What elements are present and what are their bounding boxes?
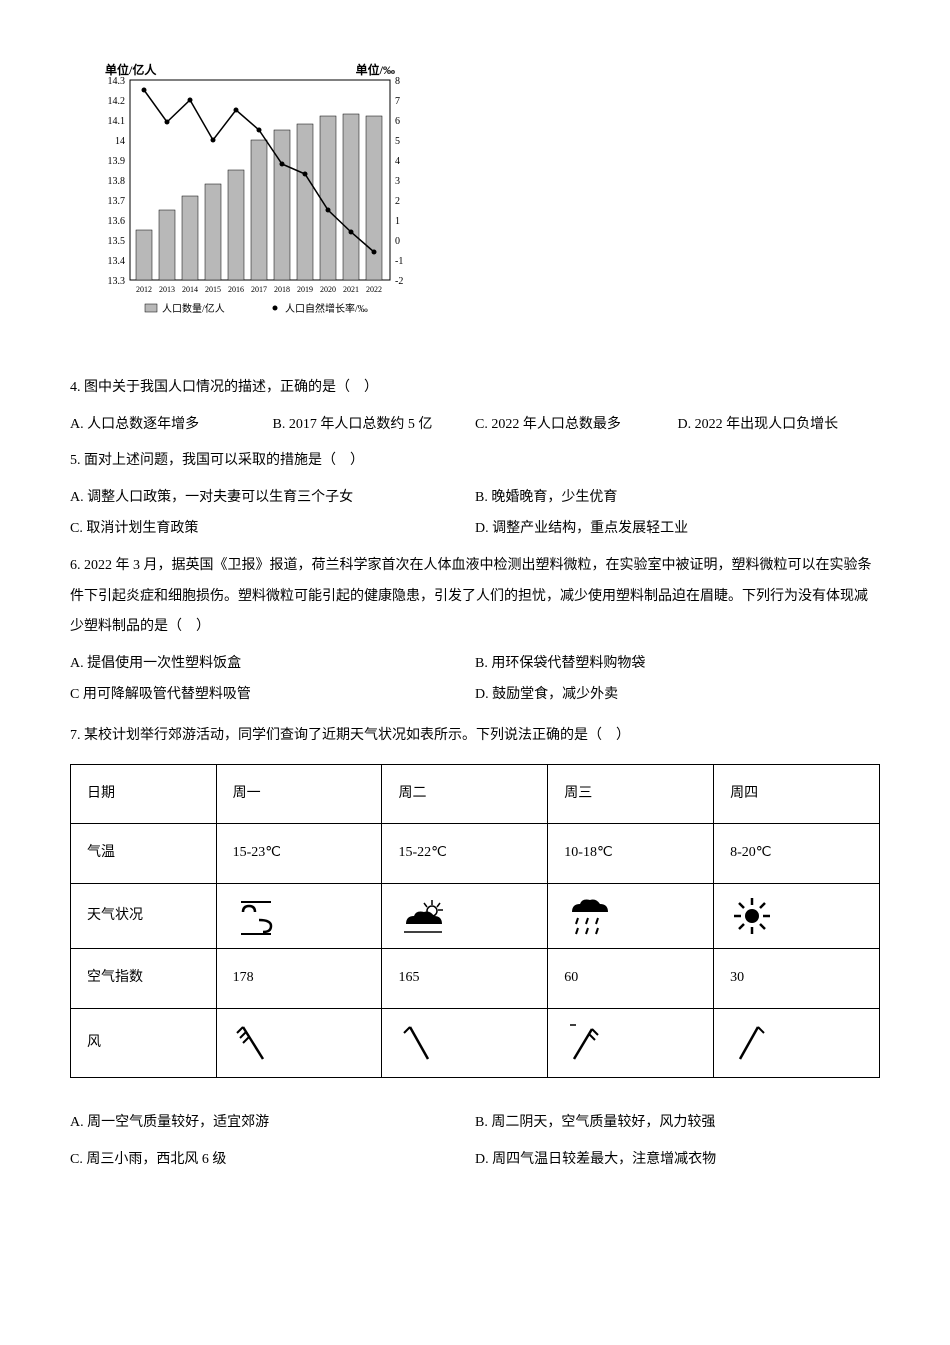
- cell-temp-thu: 8-20℃: [714, 824, 880, 884]
- wind-nw-light-icon: [714, 1008, 880, 1077]
- cell-temp-h: 气温: [71, 824, 217, 884]
- table-row: 气温 15-23℃ 15-22℃ 10-18℃ 8-20℃: [71, 824, 880, 884]
- q7-C: C. 周三小雨，西北风 6 级: [70, 1145, 475, 1176]
- q5-C: C. 取消计划生育政策: [70, 514, 475, 545]
- table-row: 天气状况: [71, 884, 880, 949]
- svg-text:13.4: 13.4: [108, 256, 126, 267]
- svg-text:13.6: 13.6: [108, 216, 126, 227]
- svg-text:2016: 2016: [228, 285, 244, 294]
- svg-text:2020: 2020: [320, 285, 336, 294]
- svg-text:8: 8: [395, 76, 400, 87]
- cell-temp-wed: 10-18℃: [548, 824, 714, 884]
- population-chart: 单位/亿人 单位/‰ 14.314.214.1 1413.913.8 13.71…: [70, 60, 430, 330]
- q7-A: A. 周一空气质量较好，适宜郊游: [70, 1108, 475, 1139]
- svg-text:人口数量/亿人: 人口数量/亿人: [162, 302, 225, 315]
- svg-text:13.3: 13.3: [108, 276, 126, 287]
- q4-options: A. 人口总数逐年增多 B. 2017 年人口总数约 5 亿 C. 2022 年…: [70, 410, 880, 441]
- svg-text:人口自然增长率/‰: 人口自然增长率/‰: [285, 302, 368, 315]
- q4-D: D. 2022 年出现人口负增长: [678, 410, 881, 441]
- rain-icon: [548, 884, 714, 949]
- q5-options: A. 调整人口政策，一对夫妻可以生育三个子女 B. 晚婚晚育，少生优育 C. 取…: [70, 483, 880, 545]
- x-labels: 2012 2013 2014 2015 2016 2017 2018 2019 2020 2…: [136, 285, 382, 294]
- svg-text:14.2: 14.2: [108, 96, 126, 107]
- cell-date-h: 日期: [71, 764, 217, 824]
- svg-text:6: 6: [395, 116, 400, 127]
- q6-C: C 用可降解吸管代替塑料吸管: [70, 680, 475, 711]
- cell-aqi-h: 空气指数: [71, 949, 217, 1009]
- q7-B: B. 周二阴天，空气质量较好，风力较强: [475, 1108, 880, 1139]
- table-row: 日期 周一 周二 周三 周四: [71, 764, 880, 824]
- cell-wed: 周三: [548, 764, 714, 824]
- cell-thu: 周四: [714, 764, 880, 824]
- q6-D: D. 鼓励堂食，减少外卖: [475, 680, 880, 711]
- cell-aqi-tue: 165: [382, 949, 548, 1009]
- right-axis-label: 单位/‰: [356, 62, 395, 77]
- population-chart-container: 单位/亿人 单位/‰ 14.314.214.1 1413.913.8 13.71…: [70, 60, 880, 343]
- weather-table: 日期 周一 周二 周三 周四 气温 15-23℃ 15-22℃ 10-18℃ 8…: [70, 764, 880, 1078]
- q4-text: 4. 图中关于我国人口情况的描述，正确的是（ ）: [70, 373, 880, 404]
- svg-text:2013: 2013: [159, 285, 175, 294]
- overcast-icon: [382, 884, 548, 949]
- cell-tue: 周二: [382, 764, 548, 824]
- svg-text:2022: 2022: [366, 285, 382, 294]
- svg-text:2017: 2017: [251, 285, 267, 294]
- chart-legend: 人口数量/亿人 人口自然增长率/‰: [145, 302, 368, 315]
- svg-text:-2: -2: [395, 276, 403, 287]
- svg-text:-1: -1: [395, 256, 403, 267]
- svg-text:13.8: 13.8: [108, 176, 126, 187]
- svg-text:7: 7: [395, 96, 400, 107]
- fog-icon: [216, 884, 382, 949]
- q7-D: D. 周四气温日较差最大，注意增减衣物: [475, 1145, 880, 1176]
- cell-wind-h: 风: [71, 1008, 217, 1077]
- q6-text: 6. 2022 年 3 月，据英国《卫报》报道，荷兰科学家首次在人体血液中检测出…: [70, 551, 880, 643]
- svg-text:2021: 2021: [343, 285, 359, 294]
- svg-text:2018: 2018: [274, 285, 290, 294]
- cell-aqi-thu: 30: [714, 949, 880, 1009]
- q6-B: B. 用环保袋代替塑料购物袋: [475, 649, 880, 680]
- svg-text:2: 2: [395, 196, 400, 207]
- cell-temp-mon: 15-23℃: [216, 824, 382, 884]
- q7-options: A. 周一空气质量较好，适宜郊游 B. 周二阴天，空气质量较好，风力较强 C. …: [70, 1108, 880, 1182]
- cell-aqi-mon: 178: [216, 949, 382, 1009]
- svg-text:3: 3: [395, 176, 400, 187]
- wind-nw-icon: [548, 1008, 714, 1077]
- q7-text: 7. 某校计划举行郊游活动，同学们查询了近期天气状况如表所示。下列说法正确的是（…: [70, 721, 880, 752]
- q5-B: B. 晚婚晚育，少生优育: [475, 483, 880, 514]
- svg-text:0: 0: [395, 236, 400, 247]
- q4-B: B. 2017 年人口总数约 5 亿: [273, 410, 476, 441]
- sunny-icon: [714, 884, 880, 949]
- q4-A: A. 人口总数逐年增多: [70, 410, 273, 441]
- svg-text:14: 14: [115, 136, 125, 147]
- right-ticks: 8 7 6 5 4 3 2 1 0 -1 -2: [395, 76, 403, 287]
- q4-C: C. 2022 年人口总数最多: [475, 410, 678, 441]
- cell-weather-h: 天气状况: [71, 884, 217, 949]
- svg-text:2014: 2014: [182, 285, 198, 294]
- svg-text:13.7: 13.7: [108, 196, 126, 207]
- wind-ne-light-icon: [382, 1008, 548, 1077]
- left-ticks: 14.3 14.2 14.1 14 13.9 13.8 13.7 13.6 13.5 13.…: [108, 76, 126, 287]
- left-axis-label: 单位/亿人: [105, 62, 157, 77]
- svg-text:13.9: 13.9: [108, 156, 126, 167]
- svg-text:2012: 2012: [136, 285, 152, 294]
- svg-text:2015: 2015: [205, 285, 221, 294]
- cell-temp-tue: 15-22℃: [382, 824, 548, 884]
- q6-A: A. 提倡使用一次性塑料饭盒: [70, 649, 475, 680]
- wind-ne-icon: [216, 1008, 382, 1077]
- cell-aqi-wed: 60: [548, 949, 714, 1009]
- svg-text:13.5: 13.5: [108, 236, 126, 247]
- q5-text: 5. 面对上述问题，我国可以采取的措施是（ ）: [70, 446, 880, 477]
- svg-text:1: 1: [395, 216, 400, 227]
- svg-text:14.1: 14.1: [108, 116, 126, 127]
- table-row: 空气指数 178 165 60 30: [71, 949, 880, 1009]
- svg-text:5: 5: [395, 136, 400, 147]
- table-row: 风: [71, 1008, 880, 1077]
- cell-mon: 周一: [216, 764, 382, 824]
- svg-text:2019: 2019: [297, 285, 313, 294]
- q5-A: A. 调整人口政策，一对夫妻可以生育三个子女: [70, 483, 475, 514]
- q6-options: A. 提倡使用一次性塑料饭盒 B. 用环保袋代替塑料购物袋 C 用可降解吸管代替…: [70, 649, 880, 711]
- svg-text:4: 4: [395, 156, 400, 167]
- q5-D: D. 调整产业结构，重点发展轻工业: [475, 514, 880, 545]
- svg-text:14.3: 14.3: [108, 76, 126, 87]
